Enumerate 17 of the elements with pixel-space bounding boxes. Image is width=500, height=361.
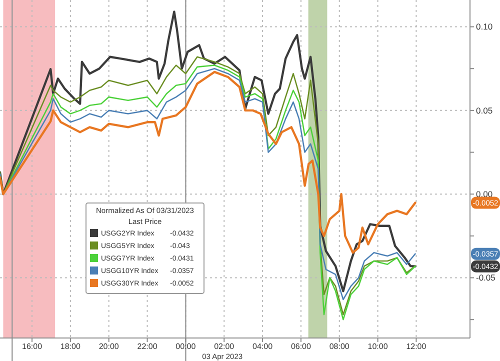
x-tick-label: 18:00 [60,342,81,351]
x-tick-label: 12:00 [406,342,427,351]
x-tick-label: 06:00 [290,342,312,351]
y-tick-label: -0.05 [476,272,496,283]
y-tick-label: 0.05 [476,105,493,116]
x-tick-label: 08:00 [329,342,350,351]
x-tick-label: 22:00 [137,342,158,351]
x-tick-label: 02:00 [214,342,235,351]
line-series [0,70,416,254]
x-tick-label: 20:00 [98,342,120,351]
y-tick-label: 0.10 [476,22,493,32]
x-tick-label: 16:00 [22,342,43,351]
x-tick-label: 10:00 [368,342,388,351]
y-tick-label: 0.00 [476,189,493,200]
line-series [0,10,416,292]
x-tick-label: 00:00 [176,342,196,351]
x-tick-label: 04:00 [252,342,274,351]
